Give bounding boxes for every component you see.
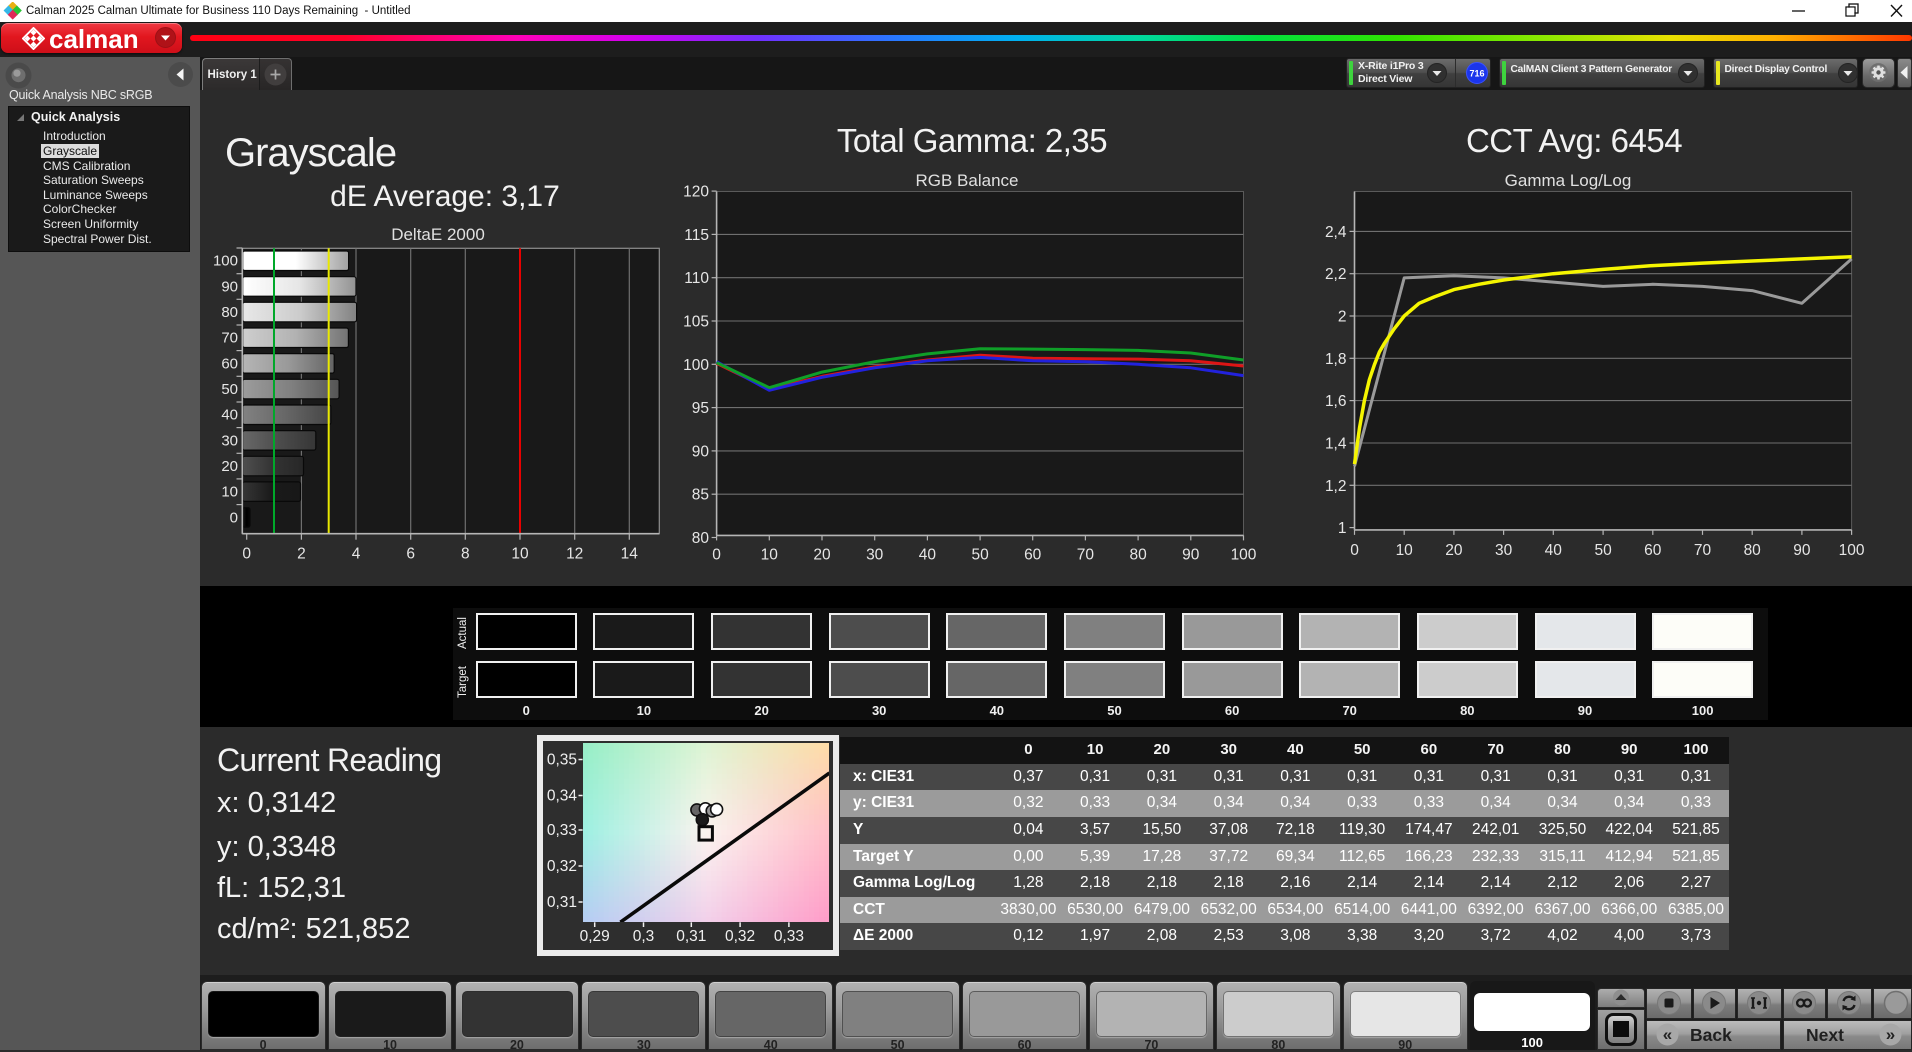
- svg-text:1,6: 1,6: [1325, 393, 1347, 410]
- svg-text:110: 110: [684, 270, 709, 287]
- svg-text:90: 90: [221, 278, 238, 295]
- svg-text:90: 90: [1182, 546, 1200, 563]
- svg-text:Gamma Log/Log: Gamma Log/Log: [1505, 171, 1632, 190]
- svg-text:1,8: 1,8: [1325, 351, 1347, 368]
- svg-text:2,2: 2,2: [1325, 266, 1347, 283]
- svg-text:»: »: [1886, 1025, 1895, 1044]
- svg-text:100: 100: [1839, 542, 1865, 559]
- svg-text:dE Average: 3,17: dE Average: 3,17: [330, 180, 560, 213]
- svg-text:0,35: 0,35: [547, 752, 577, 769]
- svg-text:50: 50: [971, 546, 989, 563]
- svg-text:90: 90: [1793, 542, 1811, 559]
- svg-text:105: 105: [683, 314, 709, 331]
- svg-text:0: 0: [230, 509, 238, 526]
- svg-text:40: 40: [919, 546, 937, 563]
- svg-text:2: 2: [1338, 309, 1347, 326]
- svg-text:4: 4: [352, 546, 361, 563]
- svg-text:10: 10: [761, 546, 779, 563]
- svg-text:10: 10: [511, 546, 529, 563]
- svg-text:70: 70: [1077, 546, 1095, 563]
- svg-text:1,2: 1,2: [1325, 478, 1347, 495]
- svg-text:20: 20: [221, 458, 238, 475]
- svg-text:10: 10: [221, 484, 238, 501]
- svg-text:115: 115: [684, 227, 709, 244]
- svg-text:100: 100: [683, 357, 709, 374]
- svg-text:14: 14: [621, 546, 639, 563]
- svg-text:40: 40: [1545, 542, 1563, 559]
- svg-text:70: 70: [221, 330, 238, 347]
- svg-text:60: 60: [1024, 546, 1042, 563]
- svg-text:0,31: 0,31: [676, 928, 706, 945]
- svg-text:1,4: 1,4: [1325, 436, 1347, 453]
- svg-text:60: 60: [1644, 542, 1662, 559]
- svg-text:716: 716: [1469, 68, 1484, 78]
- svg-text:30: 30: [866, 546, 884, 563]
- svg-text:40: 40: [221, 407, 238, 424]
- svg-text:«: «: [1663, 1025, 1672, 1044]
- svg-text:50: 50: [1594, 542, 1612, 559]
- svg-text:0,32: 0,32: [547, 858, 577, 875]
- svg-text:20: 20: [1445, 542, 1463, 559]
- svg-text:0,33: 0,33: [774, 928, 804, 945]
- svg-text:0,32: 0,32: [725, 928, 755, 945]
- svg-text:95: 95: [692, 400, 709, 417]
- svg-text:RGB Balance: RGB Balance: [916, 171, 1019, 190]
- svg-text:20: 20: [813, 546, 831, 563]
- svg-text:10: 10: [1396, 542, 1414, 559]
- svg-text:0,29: 0,29: [580, 928, 610, 945]
- svg-text:80: 80: [692, 530, 710, 547]
- svg-text:50: 50: [221, 381, 238, 398]
- svg-text:60: 60: [221, 355, 238, 372]
- svg-text:0: 0: [712, 546, 721, 563]
- svg-text:0,3: 0,3: [633, 928, 655, 945]
- svg-text:30: 30: [221, 432, 238, 449]
- svg-text:0: 0: [242, 546, 251, 563]
- svg-text:80: 80: [1744, 542, 1762, 559]
- svg-text:2,4: 2,4: [1325, 224, 1347, 241]
- svg-text:8: 8: [461, 546, 470, 563]
- svg-text:0: 0: [1350, 542, 1359, 559]
- svg-text:80: 80: [221, 304, 238, 321]
- svg-text:70: 70: [1694, 542, 1712, 559]
- svg-text:120: 120: [683, 184, 709, 201]
- svg-text:0,31: 0,31: [547, 894, 577, 911]
- svg-text:12: 12: [566, 546, 583, 563]
- svg-text:1: 1: [1338, 520, 1347, 537]
- svg-text:90: 90: [692, 443, 710, 460]
- svg-text:2: 2: [297, 546, 306, 563]
- svg-text:85: 85: [692, 487, 709, 504]
- svg-text:0,33: 0,33: [547, 822, 577, 839]
- svg-text:DeltaE 2000: DeltaE 2000: [391, 225, 485, 244]
- svg-text:30: 30: [1495, 542, 1513, 559]
- svg-text:CCT Avg: 6454: CCT Avg: 6454: [1466, 122, 1682, 159]
- svg-text:100: 100: [213, 253, 238, 270]
- svg-text:6: 6: [406, 546, 415, 563]
- svg-text:80: 80: [1129, 546, 1147, 563]
- svg-text:Total Gamma: 2,35: Total Gamma: 2,35: [837, 122, 1107, 159]
- svg-text:100: 100: [1231, 546, 1257, 563]
- svg-text:0,34: 0,34: [547, 788, 578, 805]
- svg-text:Grayscale: Grayscale: [225, 131, 396, 175]
